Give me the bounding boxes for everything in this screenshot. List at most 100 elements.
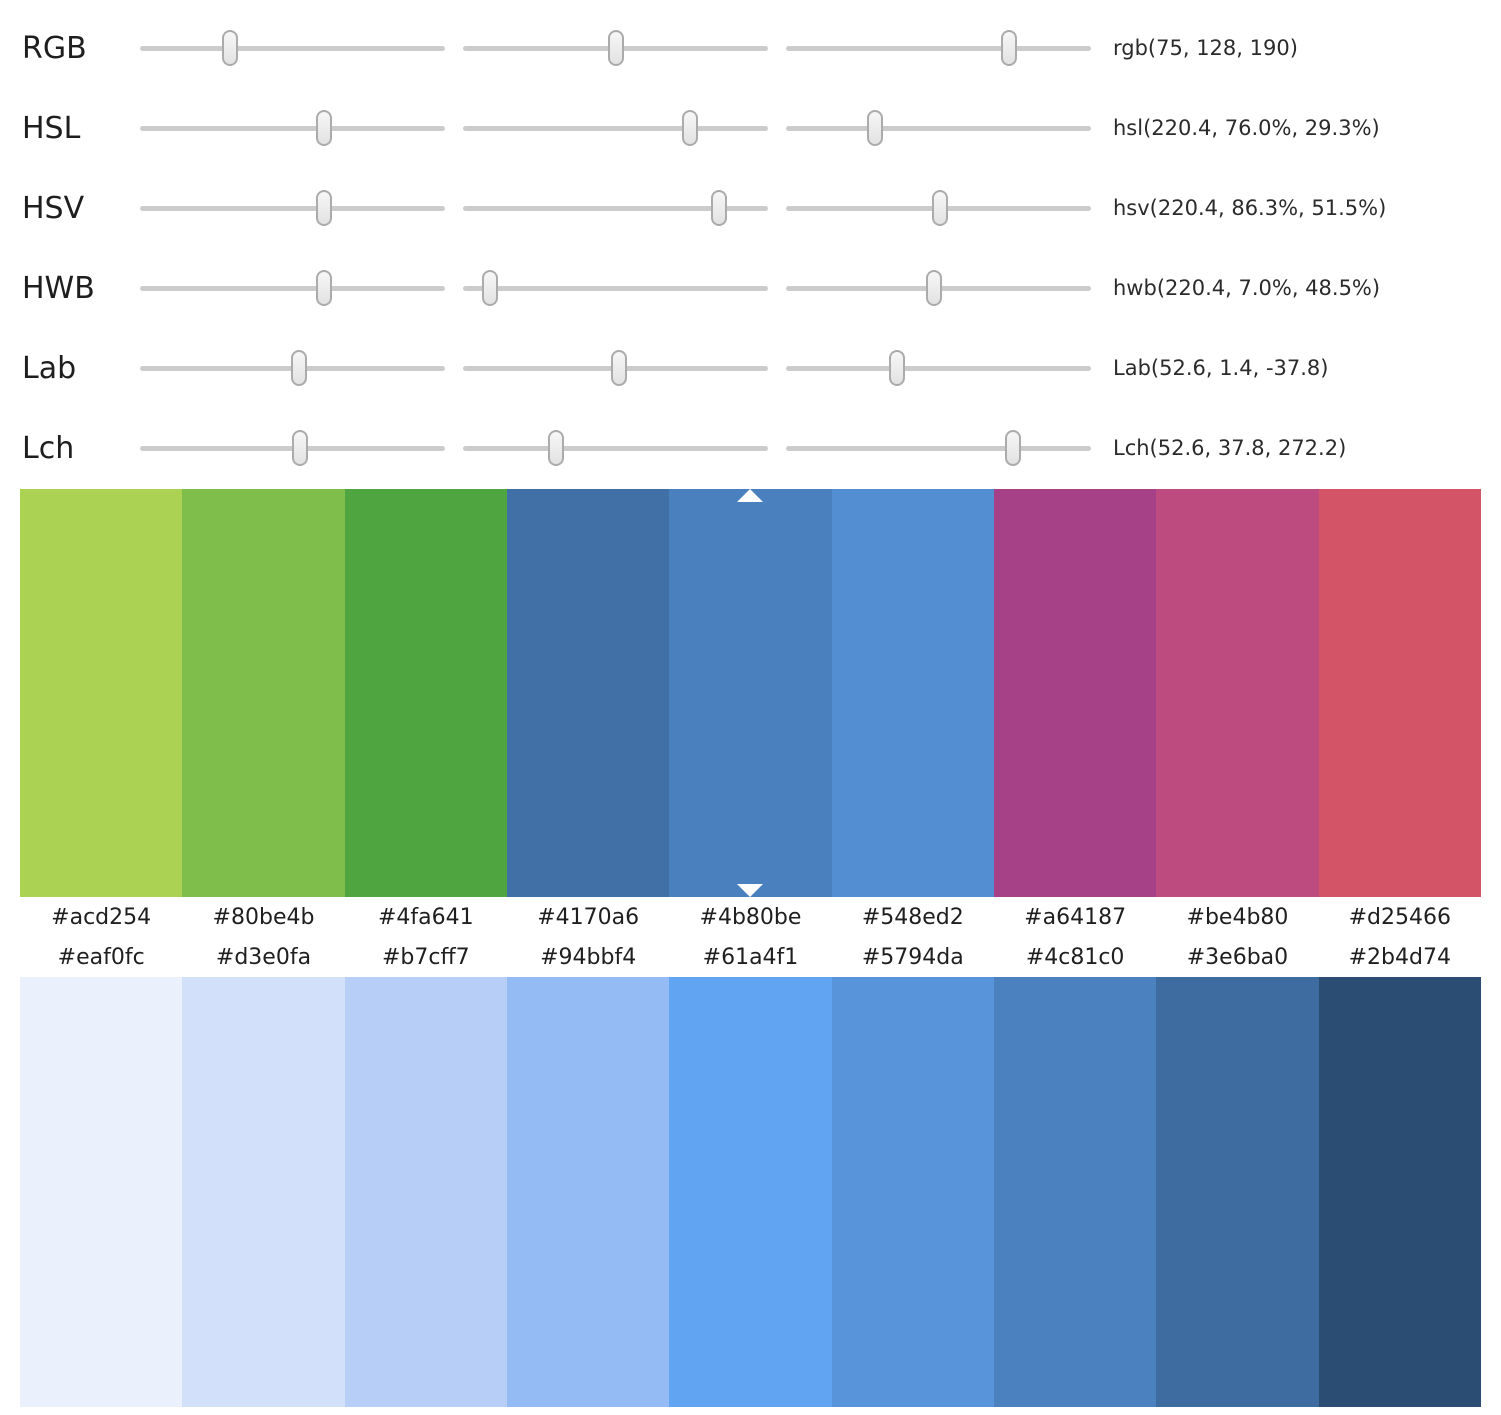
lab-slider-track-2[interactable] <box>463 350 768 386</box>
shade-palette-labels: #eaf0fc #d3e0fa #b7cff7 #94bbf4 #61a4f1 #5794… <box>20 937 1481 977</box>
hsl-slider-track-1[interactable] <box>140 110 445 146</box>
hsl-slider-handle-3[interactable] <box>867 110 884 146</box>
palette-swatch-4c81c0[interactable] <box>993 977 1157 1407</box>
lch-value-readout: Lch(52.6, 37.8, 272.2) <box>1113 436 1347 460</box>
hsv-slider-track-1[interactable] <box>140 190 445 226</box>
hsl-slider-track-3[interactable] <box>786 110 1091 146</box>
lch-slider-handle-3[interactable] <box>1005 430 1022 466</box>
rgb-slider-track-1[interactable] <box>140 30 445 66</box>
slider-panel: RGB rgb(75, 128, 190) HSL hsl(220.4, 76.0%,… <box>0 0 1501 482</box>
lch-slider-track-2[interactable] <box>463 430 768 466</box>
palette-swatch-548ed2[interactable] <box>831 489 994 897</box>
swatch-hex-label: #a64187 <box>1024 904 1127 930</box>
palette-swatch-4b80be[interactable] <box>669 489 832 897</box>
swatch-hex-label: #94bbf4 <box>540 944 637 970</box>
palette-swatch-4170a6[interactable] <box>506 489 670 897</box>
slider-row-hwb: HWB hwb(220.4, 7.0%, 48.5%) <box>0 248 1501 328</box>
lab-value-readout: Lab(52.6, 1.4, -37.8) <box>1113 356 1329 380</box>
slider-row-lab: Lab Lab(52.6, 1.4, -37.8) <box>0 328 1501 408</box>
selection-caret-bottom-icon <box>737 884 764 897</box>
palette-swatch-3e6ba0[interactable] <box>1156 977 1319 1407</box>
hwb-tracks <box>140 270 1091 306</box>
lab-row-label: Lab <box>22 350 77 386</box>
rgb-slider-handle-1[interactable] <box>221 30 238 66</box>
hue-palette-strip <box>20 489 1481 897</box>
lab-slider-track-3[interactable] <box>786 350 1091 386</box>
swatch-hex-label: #3e6ba0 <box>1186 944 1289 970</box>
rgb-slider-track-3[interactable] <box>786 30 1091 66</box>
swatch-hex-label: #61a4f1 <box>702 944 799 970</box>
swatch-hex-label: #4c81c0 <box>1025 944 1125 970</box>
swatch-hex-label: #eaf0fc <box>57 944 145 970</box>
palette-swatch-80be4b[interactable] <box>182 489 345 897</box>
slider-row-rgb: RGB rgb(75, 128, 190) <box>0 8 1501 88</box>
hwb-slider-handle-1[interactable] <box>315 270 332 306</box>
swatch-hex-label: #be4b80 <box>1186 904 1289 930</box>
swatch-hex-label: #2b4d74 <box>1348 944 1451 970</box>
lch-tracks <box>140 430 1091 466</box>
palette-swatch-5794da[interactable] <box>831 977 994 1407</box>
palette-swatch-acd254[interactable] <box>20 489 183 897</box>
palette-swatch-94bbf4[interactable] <box>506 977 670 1407</box>
hsl-tracks <box>140 110 1091 146</box>
lab-slider-handle-3[interactable] <box>889 350 906 386</box>
palette-swatch-d3e0fa[interactable] <box>182 977 345 1407</box>
hsv-row-label: HSV <box>22 190 85 226</box>
selection-caret-top-icon <box>737 489 764 502</box>
hsl-value-readout: hsl(220.4, 76.0%, 29.3%) <box>1113 116 1380 140</box>
lch-slider-handle-1[interactable] <box>292 430 309 466</box>
rgb-tracks <box>140 30 1091 66</box>
hsl-slider-handle-1[interactable] <box>315 110 332 146</box>
hsv-slider-handle-1[interactable] <box>315 190 332 226</box>
swatch-hex-label: #acd254 <box>51 904 152 930</box>
slider-row-lch: Lch Lch(52.6, 37.8, 272.2) <box>0 408 1501 488</box>
hwb-slider-track-3[interactable] <box>786 270 1091 306</box>
hsv-slider-track-3[interactable] <box>786 190 1091 226</box>
palette-swatch-4fa641[interactable] <box>344 489 507 897</box>
lab-tracks <box>140 350 1091 386</box>
hsv-slider-handle-2[interactable] <box>711 190 728 226</box>
palette-swatch-eaf0fc[interactable] <box>20 977 183 1407</box>
rgb-slider-handle-2[interactable] <box>608 30 625 66</box>
swatch-hex-label: #80be4b <box>212 904 315 930</box>
lab-slider-handle-2[interactable] <box>610 350 627 386</box>
hsv-slider-track-2[interactable] <box>463 190 768 226</box>
hwb-slider-track-1[interactable] <box>140 270 445 306</box>
hsv-slider-handle-3[interactable] <box>932 190 949 226</box>
palette-swatch-a64187[interactable] <box>993 489 1157 897</box>
lch-row-label: Lch <box>22 430 75 466</box>
hwb-value-readout: hwb(220.4, 7.0%, 48.5%) <box>1113 276 1381 300</box>
swatch-hex-label: #d3e0fa <box>215 944 312 970</box>
hwb-slider-handle-2[interactable] <box>482 270 499 306</box>
shade-palette-strip <box>20 977 1481 1407</box>
hsl-slider-track-2[interactable] <box>463 110 768 146</box>
swatch-hex-label: #5794da <box>861 944 964 970</box>
hsv-value-readout: hsv(220.4, 86.3%, 51.5%) <box>1113 196 1387 220</box>
swatch-hex-label: #4170a6 <box>537 904 640 930</box>
hwb-slider-handle-3[interactable] <box>925 270 942 306</box>
swatch-hex-label: #548ed2 <box>861 904 964 930</box>
hwb-slider-track-2[interactable] <box>463 270 768 306</box>
swatch-hex-label: #d25466 <box>1348 904 1451 930</box>
swatch-hex-label: #4b80be <box>699 904 802 930</box>
hsl-slider-handle-2[interactable] <box>682 110 699 146</box>
rgb-row-label: RGB <box>22 30 87 66</box>
rgb-slider-track-2[interactable] <box>463 30 768 66</box>
lch-slider-track-3[interactable] <box>786 430 1091 466</box>
palette-swatch-2b4d74[interactable] <box>1318 977 1481 1407</box>
lch-slider-handle-2[interactable] <box>548 430 565 466</box>
hwb-row-label: HWB <box>22 270 95 306</box>
rgb-value-readout: rgb(75, 128, 190) <box>1113 36 1298 60</box>
palette-swatch-d25466[interactable] <box>1318 489 1481 897</box>
lab-slider-handle-1[interactable] <box>290 350 307 386</box>
palette-swatch-61a4f1[interactable] <box>669 977 832 1407</box>
lab-slider-track-1[interactable] <box>140 350 445 386</box>
palette-swatch-be4b80[interactable] <box>1156 489 1319 897</box>
rgb-slider-handle-3[interactable] <box>1000 30 1017 66</box>
hsv-tracks <box>140 190 1091 226</box>
lch-slider-track-1[interactable] <box>140 430 445 466</box>
swatch-hex-label: #b7cff7 <box>381 944 470 970</box>
hsl-row-label: HSL <box>22 110 81 146</box>
palette-swatch-b7cff7[interactable] <box>344 977 507 1407</box>
